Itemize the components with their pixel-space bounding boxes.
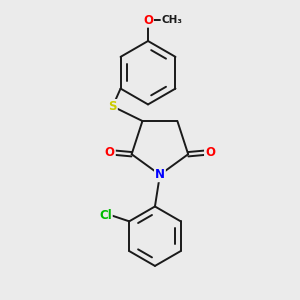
Text: O: O — [105, 146, 115, 159]
Text: CH₃: CH₃ — [162, 15, 183, 25]
Text: Cl: Cl — [99, 209, 112, 222]
Text: N: N — [155, 168, 165, 181]
Text: O: O — [205, 146, 215, 159]
Text: S: S — [108, 100, 117, 113]
Text: O: O — [143, 14, 153, 27]
